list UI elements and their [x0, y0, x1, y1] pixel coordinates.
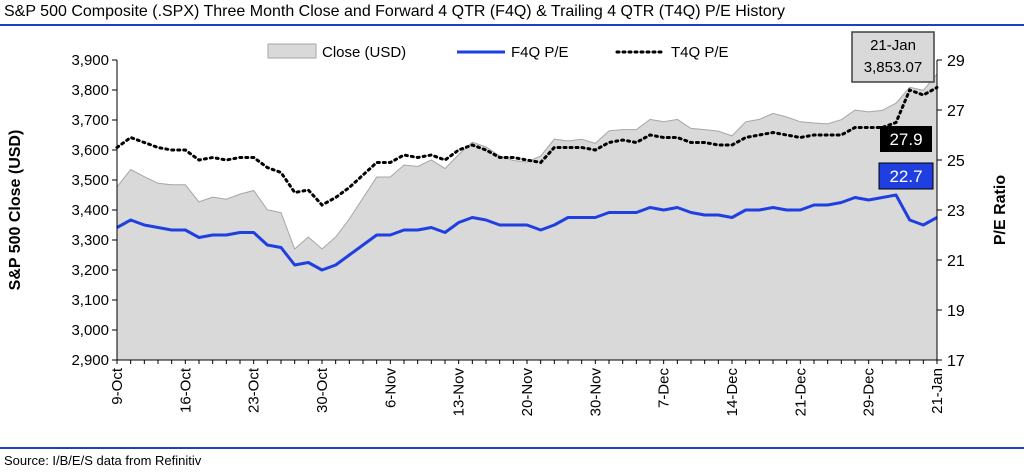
legend-label-close: Close (USD) [322, 44, 406, 61]
f4q-callout-box [878, 162, 934, 190]
left-tick-label: 3,800 [71, 82, 109, 99]
x-tick-label: 21-Jan [929, 368, 946, 414]
x-tick-label: 30-Oct [314, 367, 331, 413]
legend-label-f4q: F4Q P/E [511, 44, 569, 61]
t4q-callout-value: 27.9 [889, 130, 922, 149]
chart-title: S&P 500 Composite (.SPX) Three Month Clo… [4, 3, 785, 20]
right-tick-label: 21 [947, 253, 965, 270]
right-tick-label: 19 [947, 303, 965, 320]
x-tick-label: 21-Dec [792, 368, 809, 417]
left-tick-label: 3,900 [71, 52, 109, 69]
right-tick-label: 29 [947, 53, 965, 70]
left-tick-label: 2,900 [71, 352, 109, 369]
left-tick-label: 3,200 [71, 262, 109, 279]
legend-label-t4q: T4Q P/E [671, 44, 729, 61]
x-tick-label: 6-Nov [382, 368, 399, 409]
left-tick-label: 3,700 [71, 112, 109, 129]
x-tick-label: 7-Dec [656, 368, 673, 409]
close-area-series [116, 72, 938, 361]
close-callout-box [851, 31, 935, 83]
left-tick-label: 3,500 [71, 172, 109, 189]
x-tick-label: 29-Dec [861, 368, 878, 417]
t4q-pe-line [115, 86, 939, 207]
left-tick-label: 3,400 [71, 202, 109, 219]
source-note: Source: I/B/E/S data from Refinitiv [4, 453, 202, 468]
close-callout-value: 3,853.07 [864, 59, 922, 76]
x-tick-label: 20-Nov [519, 368, 536, 417]
right-axis-title: P/E Ratio [992, 175, 1009, 245]
left-tick-label: 3,600 [71, 142, 109, 159]
left-tick-label: 3,300 [71, 232, 109, 249]
x-tick-label: 9-Oct [109, 367, 126, 405]
legend-swatch-close [267, 43, 317, 59]
title-rule [0, 24, 1024, 26]
close-callout-date: 21-Jan [870, 37, 916, 54]
x-tick-label: 30-Nov [587, 368, 604, 417]
right-tick-label: 23 [947, 203, 965, 220]
x-tick-label: 16-Oct [177, 367, 194, 413]
right-tick-label: 17 [947, 353, 965, 370]
f4q-pe-line [116, 193, 938, 272]
pe-history-chart: 2,900 3,000 3,100 3,200 3,300 3,400 3,500 3,600… [7, 31, 1009, 417]
x-tick-label: 13-Nov [451, 368, 468, 417]
right-tick-label: 27 [947, 103, 965, 120]
right-tick-label: 25 [947, 153, 965, 170]
x-tick-label: 14-Dec [724, 368, 741, 417]
footer-rule [0, 447, 1024, 449]
left-axis-title: S&P 500 Close (USD) [7, 130, 24, 291]
left-tick-label: 3,000 [71, 322, 109, 339]
f4q-callout-value: 22.7 [889, 167, 922, 186]
t4q-callout-box [880, 126, 932, 152]
x-tick-label: 23-Oct [246, 367, 263, 413]
left-tick-label: 3,100 [71, 292, 109, 309]
